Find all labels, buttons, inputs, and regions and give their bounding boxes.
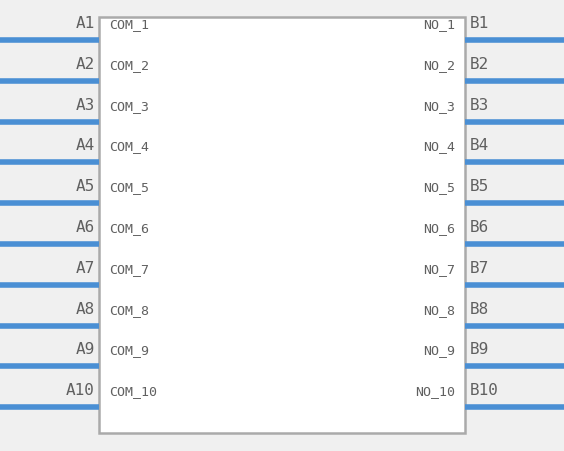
Text: NO_3: NO_3	[424, 99, 455, 112]
Text: A7: A7	[76, 260, 95, 275]
Text: COM_8: COM_8	[109, 303, 149, 316]
Text: A1: A1	[76, 16, 95, 31]
Text: NO_9: NO_9	[424, 344, 455, 357]
Bar	[99, 18, 465, 433]
Text: COM_6: COM_6	[109, 221, 149, 235]
Text: A8: A8	[76, 301, 95, 316]
Text: A4: A4	[76, 138, 95, 153]
Text: NO_5: NO_5	[424, 181, 455, 194]
Text: NO_6: NO_6	[424, 221, 455, 235]
Text: NO_10: NO_10	[415, 384, 455, 397]
Text: COM_9: COM_9	[109, 344, 149, 357]
Text: B8: B8	[469, 301, 488, 316]
Text: COM_4: COM_4	[109, 140, 149, 153]
Text: A2: A2	[76, 57, 95, 72]
Text: A10: A10	[66, 382, 95, 397]
Text: COM_5: COM_5	[109, 181, 149, 194]
Text: B6: B6	[469, 220, 488, 235]
Text: A5: A5	[76, 179, 95, 194]
Text: NO_2: NO_2	[424, 59, 455, 72]
Text: COM_3: COM_3	[109, 99, 149, 112]
Text: B1: B1	[469, 16, 488, 31]
Text: COM_1: COM_1	[109, 18, 149, 31]
Text: B4: B4	[469, 138, 488, 153]
Text: B10: B10	[469, 382, 498, 397]
Text: COM_2: COM_2	[109, 59, 149, 72]
Text: NO_4: NO_4	[424, 140, 455, 153]
Text: B5: B5	[469, 179, 488, 194]
Text: B7: B7	[469, 260, 488, 275]
Text: A9: A9	[76, 342, 95, 357]
Text: COM_10: COM_10	[109, 384, 157, 397]
Text: NO_1: NO_1	[424, 18, 455, 31]
Text: B9: B9	[469, 342, 488, 357]
Text: COM_7: COM_7	[109, 262, 149, 275]
Text: A3: A3	[76, 97, 95, 112]
Text: B2: B2	[469, 57, 488, 72]
Text: B3: B3	[469, 97, 488, 112]
Text: NO_7: NO_7	[424, 262, 455, 275]
Text: A6: A6	[76, 220, 95, 235]
Text: NO_8: NO_8	[424, 303, 455, 316]
